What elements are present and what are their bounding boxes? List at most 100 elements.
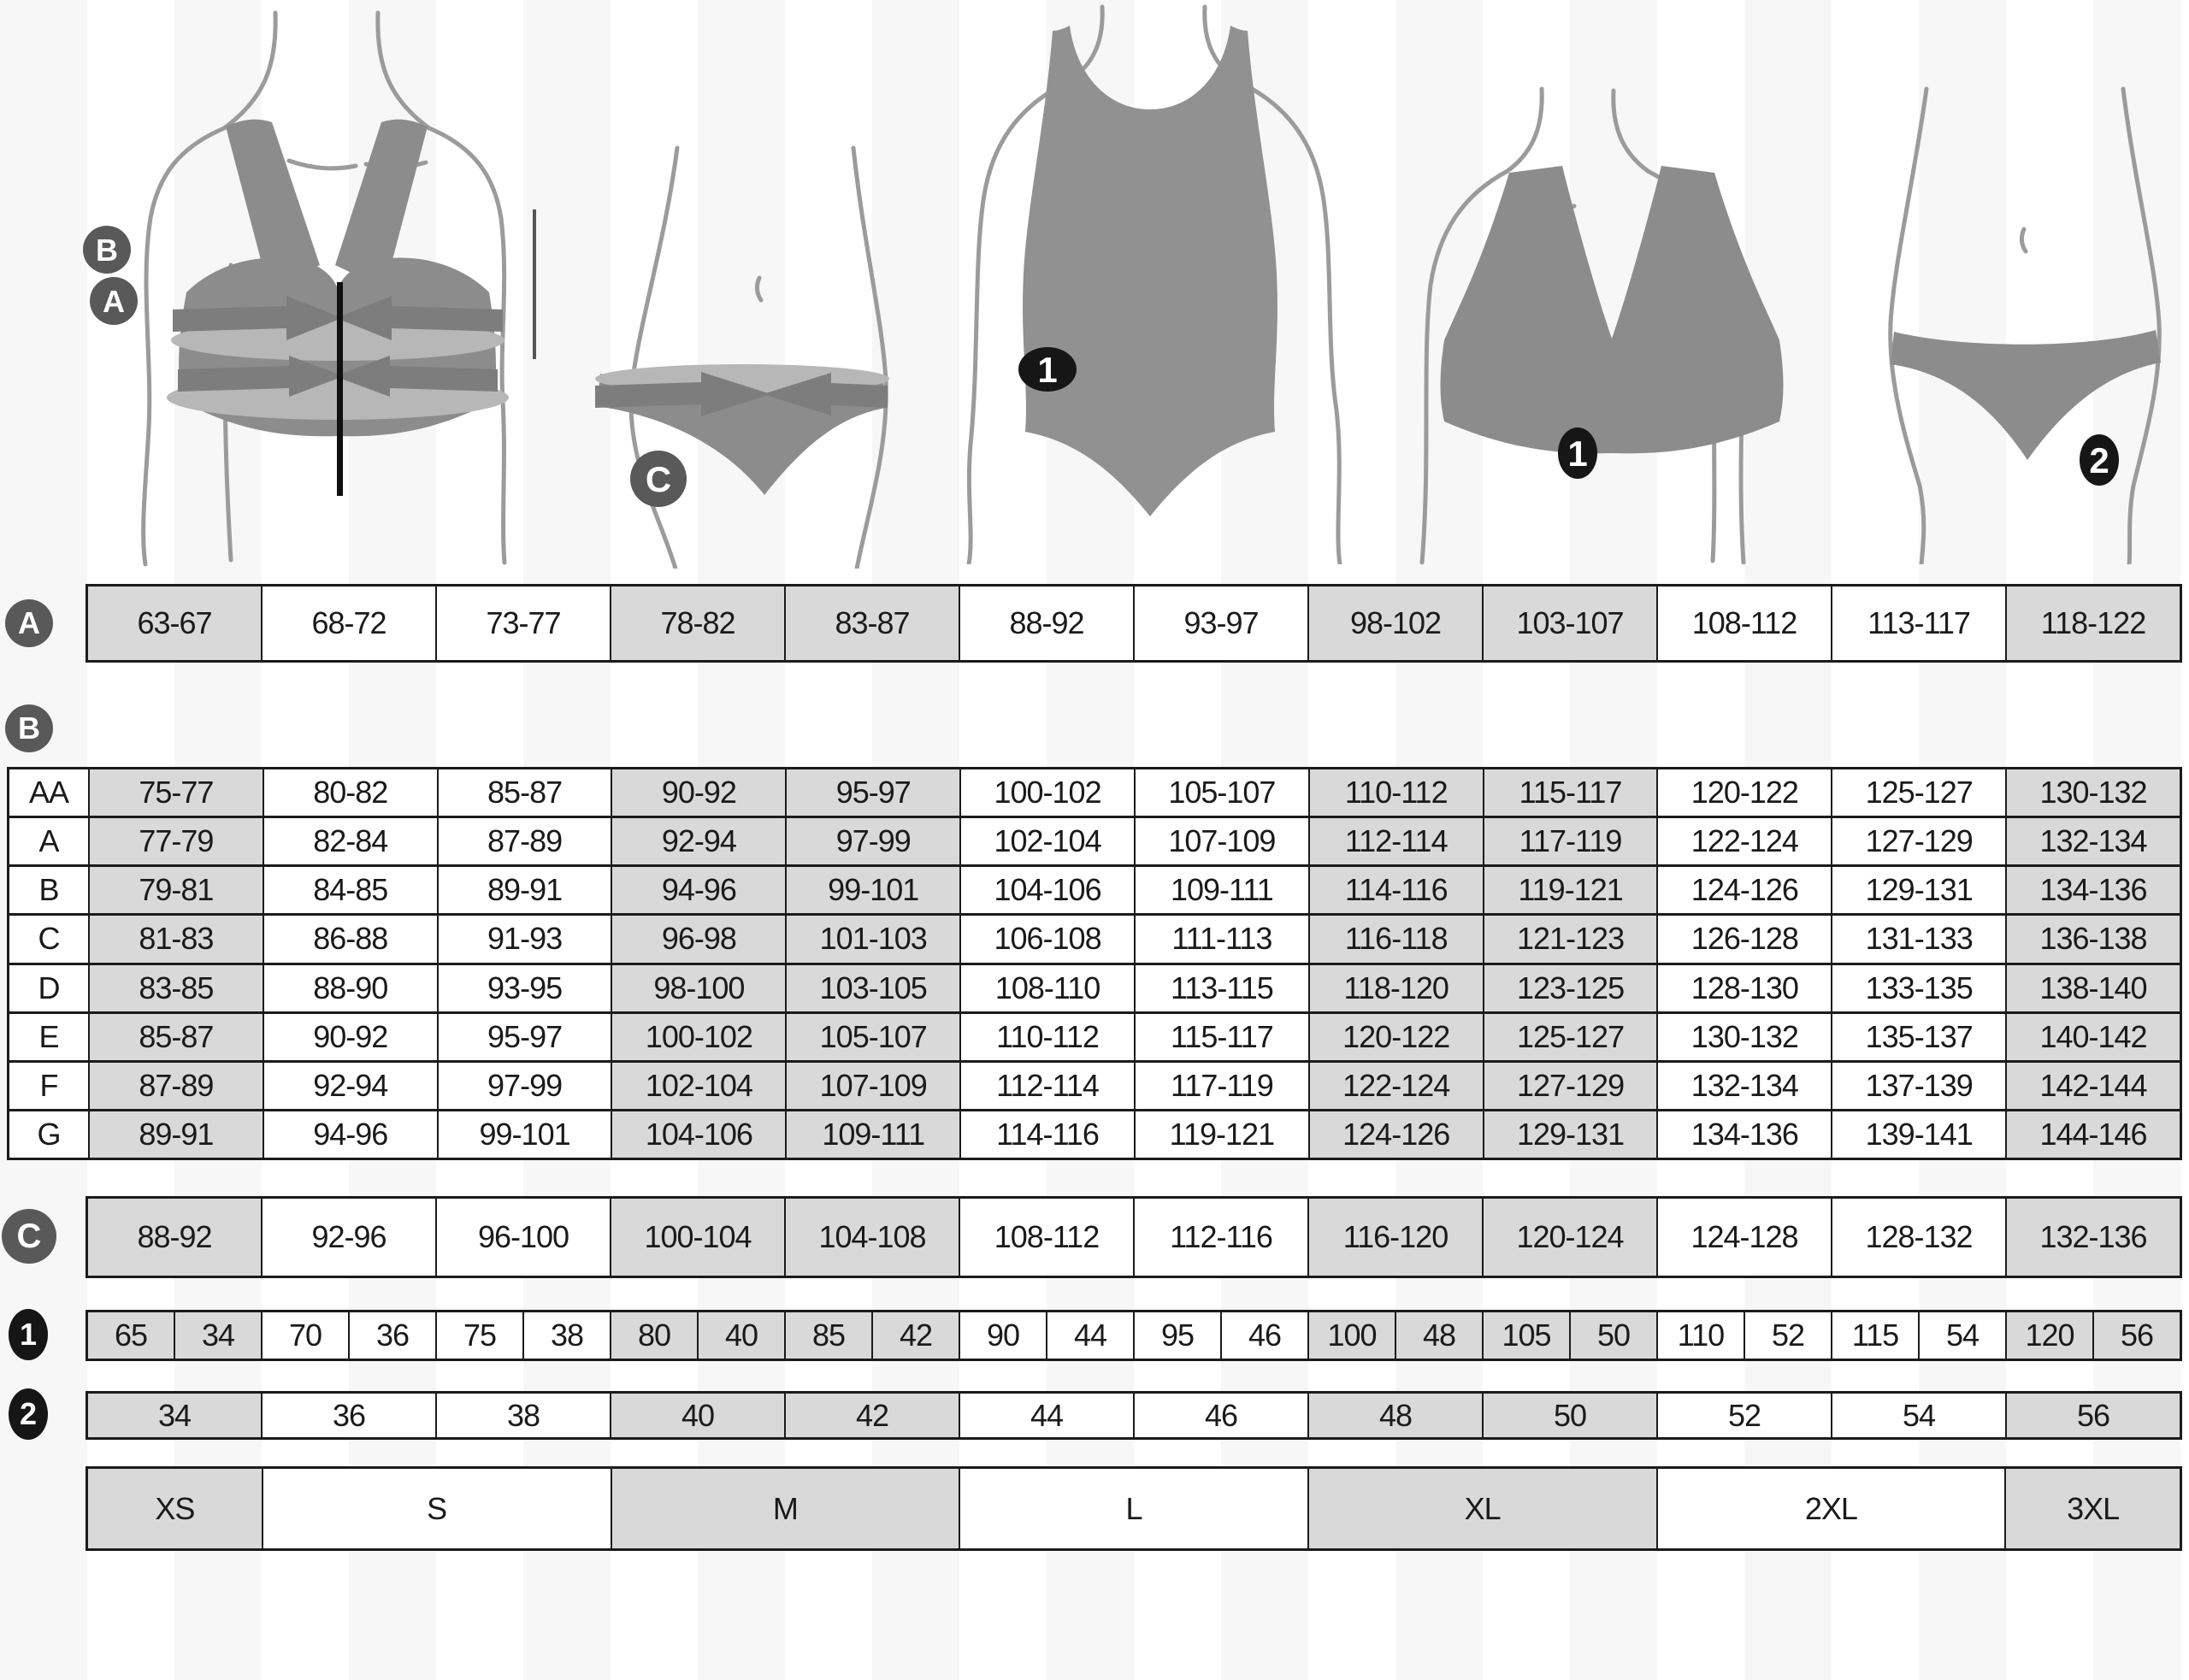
table-cell: 56: [2092, 1312, 2180, 1359]
table-cell: 112-114: [959, 1062, 1134, 1109]
bust-table-row: AA 75-77 80-82 85-87 90-92 95-97 100-102 105-10…: [9, 769, 2180, 816]
table-cell: 36: [348, 1312, 435, 1359]
table-cell: 127-129: [1482, 1062, 1657, 1109]
side-reference-line: [533, 209, 536, 359]
table-cell: 78-82: [610, 587, 784, 660]
table-cell: 111-113: [1133, 916, 1308, 963]
table-cell: 115-117: [1482, 769, 1657, 816]
table-cell: 134-136: [1656, 1111, 1832, 1158]
table-cell: 135-137: [1831, 1013, 2006, 1060]
table-cell: 88-92: [88, 1199, 261, 1276]
table-cell: 142-144: [2005, 1062, 2180, 1109]
table-cell: 113-115: [1133, 964, 1308, 1011]
band-size-row-label: 1: [19, 1317, 38, 1352]
table-cell: 95-97: [785, 769, 960, 816]
table-cell: 95-97: [436, 1013, 611, 1060]
underbust-badge-label: A: [103, 284, 125, 319]
table-cell: 93-95: [436, 964, 611, 1011]
table-cell: 138-140: [2005, 964, 2180, 1011]
table-cell: 112-116: [1133, 1199, 1307, 1276]
neck-outline: [375, 10, 432, 131]
neck-outline: [1611, 88, 1650, 174]
bust-table-badge: B: [5, 704, 53, 752]
table-cell: 130-132: [2005, 769, 2180, 816]
table-cell: 90-92: [611, 769, 786, 816]
table-cell: 101-103: [785, 916, 960, 963]
table-cell: 144-146: [2005, 1111, 2180, 1158]
table-cell: 68-72: [261, 587, 435, 660]
band-size-row-badge: 1: [9, 1309, 48, 1360]
underbust-badge-circle: [90, 277, 138, 325]
table-cell: 95: [1133, 1312, 1220, 1359]
table-cell: 114-116: [1307, 867, 1483, 914]
measure-arrow-icon: [336, 296, 392, 340]
bra-measurement-figure: B A: [83, 10, 536, 567]
table-cell: S: [261, 1469, 611, 1548]
cup-size-label: D: [9, 964, 88, 1011]
table-cell: 89-91: [88, 1111, 263, 1158]
table-cell: 2XL: [1655, 1469, 2005, 1548]
table-cell: 94-96: [611, 867, 786, 914]
panty-figure: 2: [1888, 86, 2162, 564]
table-cell: 104-106: [959, 867, 1134, 914]
bust-range-table: AA 75-77 80-82 85-87 90-92 95-97 100-102 105-10…: [7, 767, 2182, 1160]
confection-size-row: 34 36 38 40 42 44 46 48 50 52 54 56: [86, 1391, 2182, 1440]
table-cell: 133-135: [1831, 964, 2006, 1011]
table-cell: 136-138: [2005, 916, 2180, 963]
table-cell: 109-111: [1133, 867, 1308, 914]
table-cell: 120-122: [1307, 1013, 1483, 1060]
table-cell: 46: [1220, 1312, 1307, 1359]
table-cell: 128-132: [1831, 1199, 2005, 1276]
table-cell: 91-93: [436, 916, 611, 963]
panty-badge-circle: [2080, 434, 2119, 486]
hips-measure-band: [595, 382, 701, 408]
bust-table-row: E 85-87 90-92 95-97 100-102 105-107 110-112 115…: [9, 1011, 2180, 1060]
table-cell: 121-123: [1482, 916, 1657, 963]
table-cell: 131-133: [1831, 916, 2006, 963]
letter-size-row: XS S M L XL 2XL 3XL: [86, 1466, 2182, 1551]
underbust-measure-band: [390, 366, 498, 392]
table-cell: 140-142: [2005, 1013, 2180, 1060]
hips-badge-label: C: [646, 459, 671, 499]
table-cell: 118-120: [1307, 964, 1483, 1011]
table-cell: 75-77: [88, 769, 263, 816]
table-cell: 108-112: [1656, 587, 1831, 660]
table-cell: 132-134: [2005, 818, 2180, 865]
neck-outline: [221, 10, 278, 131]
bust-table-row: D 83-85 88-90 93-95 98-100 103-105 108-110 113-…: [9, 962, 2180, 1011]
table-cell: 79-81: [88, 867, 263, 914]
table-cell: 97-99: [785, 818, 960, 865]
table-cell: M: [610, 1469, 959, 1548]
table-cell: 90: [959, 1312, 1046, 1359]
table-cell: 132-136: [2005, 1199, 2180, 1276]
table-cell: 102-104: [611, 1062, 786, 1109]
table-cell: 3XL: [2004, 1469, 2180, 1548]
table-cell: 120-124: [1482, 1199, 1656, 1276]
bust-table-row: G 89-91 94-96 99-101 104-106 109-111 114-116 11…: [9, 1108, 2180, 1158]
table-cell: 77-79: [88, 818, 263, 865]
table-cell: 128-130: [1656, 964, 1832, 1011]
table-cell: 90-92: [262, 1013, 437, 1060]
table-cell: 52: [1656, 1394, 1831, 1437]
table-cell: 118-122: [2005, 587, 2180, 660]
swimsuit-badge-circle: [1018, 347, 1077, 392]
table-cell: 115: [1831, 1312, 1918, 1359]
table-cell: 70: [261, 1312, 348, 1359]
table-cell: 127-129: [1831, 818, 2006, 865]
table-cell: 92-94: [262, 1062, 437, 1109]
bra-badge-label: 1: [1567, 433, 1587, 474]
table-cell: 104-108: [784, 1199, 959, 1276]
cup-size-label: C: [9, 916, 88, 963]
bra-badge-circle: [1558, 427, 1597, 479]
table-cell: 98-100: [611, 964, 786, 1011]
table-cell: L: [959, 1469, 1307, 1548]
table-cell: 132-134: [1656, 1062, 1832, 1109]
table-cell: 110: [1656, 1312, 1744, 1359]
table-cell: 125-127: [1831, 769, 2006, 816]
swimsuit-badge-label: 1: [1037, 350, 1057, 390]
table-cell: 104-106: [611, 1111, 786, 1158]
swimsuit-shape: [1023, 26, 1277, 516]
table-cell: 54: [1918, 1312, 2005, 1359]
confection-size-row-badge: 2: [9, 1388, 48, 1440]
